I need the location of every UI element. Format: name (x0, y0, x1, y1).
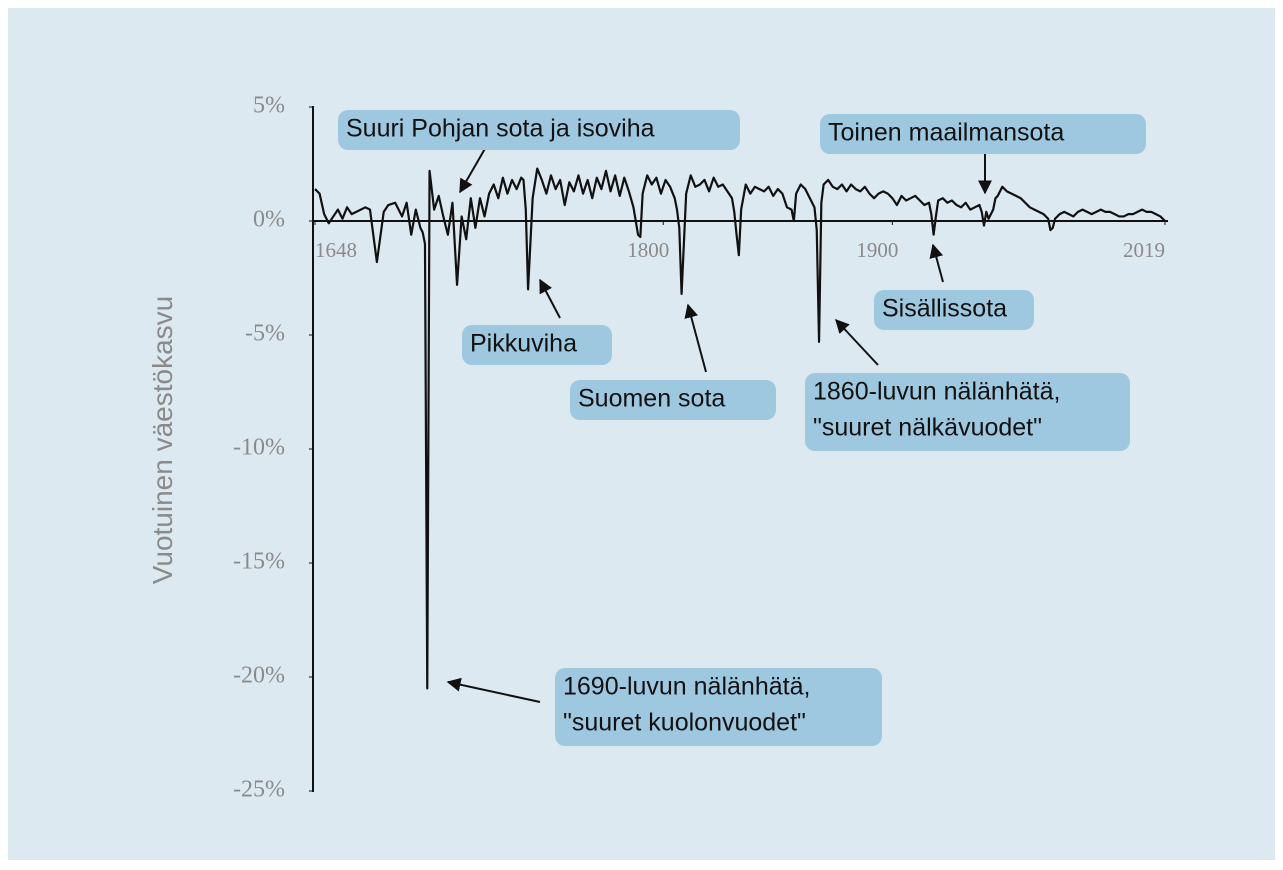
annotation-text: Toinen maailmansota (828, 119, 1064, 147)
y-tick-label: 5% (253, 93, 285, 119)
data-line (314, 167, 1166, 690)
annotation-box (874, 290, 1034, 330)
annotation-text: Sisällissota (882, 295, 1007, 323)
annotation-text: "suuret nälkävuodet" (813, 414, 1042, 442)
annotation-text: "suuret kuolonvuodet" (563, 709, 806, 737)
annotation-box (555, 668, 882, 746)
y-tick-label: -25% (233, 777, 285, 803)
annotation-box (570, 380, 776, 420)
y-tick-label: -15% (233, 549, 285, 575)
annotation-box (820, 114, 1146, 154)
x-tick-label: 2019 (1123, 238, 1165, 262)
annotation-text: Suomen sota (578, 385, 725, 413)
annotation-text: 1860-luvun nälänhätä, (813, 378, 1060, 406)
annotation-arrow (446, 677, 541, 703)
annotation-arrow (929, 243, 944, 283)
annotation-arrow (835, 318, 879, 366)
x-tick-label: 1800 (627, 238, 669, 262)
y-tick-label: -10% (233, 435, 285, 461)
annotation-text: 1690-luvun nälänhätä, (563, 673, 810, 701)
y-axis-label: Vuotuinen väestökasvu (147, 296, 178, 585)
annotation-box (462, 325, 612, 365)
x-tick-label: 1648 (315, 238, 357, 262)
y-tick-label: 0% (253, 207, 285, 233)
annotation-arrow (539, 278, 561, 319)
annotation-box (805, 373, 1130, 451)
y-tick-label: -20% (233, 663, 285, 689)
annotation-text: Suuri Pohjan sota ja isoviha (346, 115, 655, 143)
annotation-arrow (684, 303, 707, 373)
y-tick-label: -5% (245, 321, 285, 347)
annotation-text: Pikkuviha (470, 330, 577, 358)
x-tick-label: 1900 (856, 238, 898, 262)
annotation-box (338, 110, 740, 150)
